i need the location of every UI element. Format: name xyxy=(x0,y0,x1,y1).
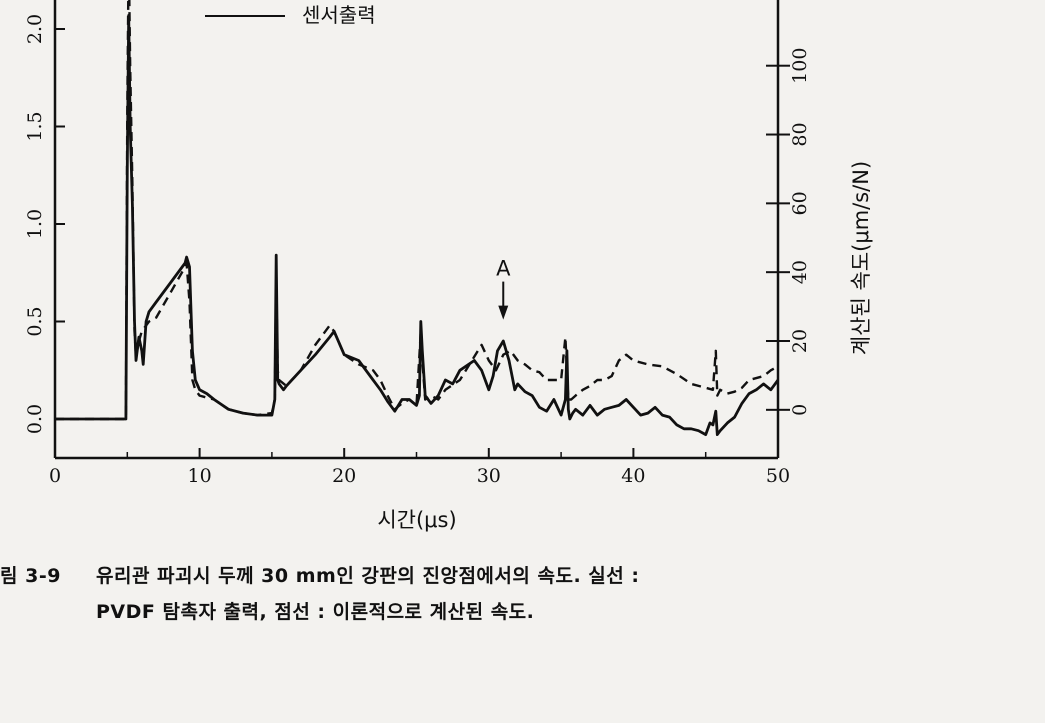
right-y-tick-label: 0 xyxy=(789,404,811,416)
caption-line-2: PVDF 탐촉자 출력, 점선 : 이론적으로 계산된 속도. xyxy=(96,601,535,623)
figure-number: 림 3-9 xyxy=(0,565,61,587)
annotation-label: A xyxy=(496,257,511,281)
right-y-axis-ticks: 0 20 40 60 80 100 xyxy=(766,48,811,416)
x-axis-ticks: 0 10 20 30 40 50 xyxy=(49,448,790,487)
x-tick-label: 40 xyxy=(621,465,645,487)
caption-text-1: 유리관 파괴시 두께 30 mm인 강판의 진앙점에서의 속도. 실선 : xyxy=(96,565,640,587)
figure-caption: 림 3-9 유리관 파괴시 두께 30 mm인 강판의 진앙점에서의 속도. 실선… xyxy=(0,558,1040,630)
x-tick-label: 0 xyxy=(49,465,61,487)
x-axis-title: 시간(μs) xyxy=(377,508,456,532)
x-tick-label: 10 xyxy=(188,465,212,487)
annotation-arrow-head xyxy=(498,305,509,320)
legend: 센서출력 xyxy=(205,3,376,27)
left-y-tick-label: 2.0 xyxy=(24,14,46,44)
left-y-tick-label: 1.5 xyxy=(24,111,46,141)
left-y-axis-ticks: 0.0 0.5 1.0 1.5 2.0 xyxy=(24,14,65,434)
solid-series-line xyxy=(55,13,780,437)
x-tick-label: 50 xyxy=(766,465,790,487)
right-y-tick-label: 100 xyxy=(789,48,811,84)
left-y-tick-label: 0.5 xyxy=(24,306,46,336)
legend-label: 센서출력 xyxy=(302,3,376,27)
x-tick-label: 30 xyxy=(477,465,501,487)
right-y-tick-label: 20 xyxy=(789,329,811,353)
dashed-series-line xyxy=(55,0,779,421)
left-y-tick-label: 0.0 xyxy=(24,404,46,434)
annotation-a: A xyxy=(496,257,511,320)
right-y-axis-title: 계산된 속도(μm/s/N) xyxy=(849,161,873,355)
right-y-tick-label: 60 xyxy=(789,191,811,215)
plot-frame xyxy=(53,0,780,460)
left-y-tick-label: 1.0 xyxy=(24,209,46,239)
caption-line-1: 림 3-9 유리관 파괴시 두께 30 mm인 강판의 진앙점에서의 속도. 실선… xyxy=(0,558,1040,594)
right-y-tick-label: 40 xyxy=(789,260,811,284)
x-tick-label: 20 xyxy=(332,465,356,487)
series-lines xyxy=(55,0,780,437)
chart: 0 10 20 30 40 50 0.0 0.5 1.0 1.5 2.0 0 20 40 60 80 100… xyxy=(24,0,873,532)
right-y-tick-label: 80 xyxy=(789,122,811,146)
